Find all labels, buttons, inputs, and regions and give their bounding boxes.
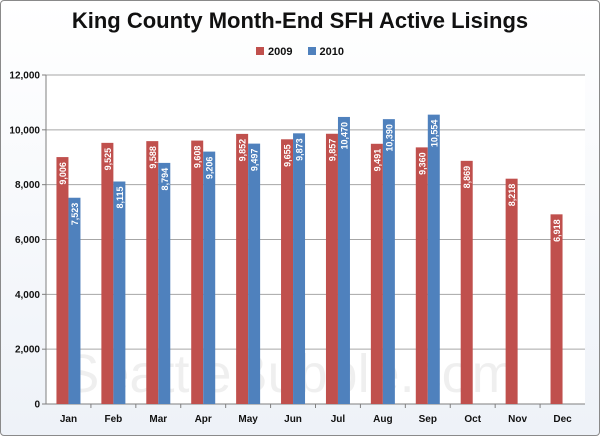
legend-label-2010: 2010 xyxy=(319,46,345,58)
bar-2010-mar xyxy=(158,162,171,404)
data-label-2010-may: 9,497 xyxy=(250,149,260,172)
data-label-2009-nov: 8,218 xyxy=(507,184,517,207)
x-tick-label: Jun xyxy=(284,414,302,425)
data-label-2010-apr: 9,206 xyxy=(205,157,215,180)
bar-2010-apr xyxy=(203,151,216,404)
bar-2009-jul xyxy=(325,133,338,405)
legend-item-2010: 2010 xyxy=(307,46,345,58)
bar-2010-jul xyxy=(337,116,350,404)
bar-2010-jan xyxy=(68,197,81,404)
data-label-2010-sep: 10,554 xyxy=(429,120,439,148)
data-label-2009-dec: 6,918 xyxy=(552,219,562,242)
legend-label-2009: 2009 xyxy=(267,46,293,58)
bar-2009-sep xyxy=(415,147,428,404)
y-tick-label: 10,000 xyxy=(9,125,40,136)
x-tick-label: Oct xyxy=(464,414,481,425)
data-label-2009-sep: 9,360 xyxy=(417,152,427,175)
x-tick-label: Mar xyxy=(149,414,167,425)
data-label-2009-oct: 8,869 xyxy=(462,166,472,189)
data-label-2009-mar: 9,588 xyxy=(148,146,158,169)
x-tick-label: Apr xyxy=(195,414,212,425)
data-label-2010-jan: 7,523 xyxy=(70,203,80,226)
bar-2009-feb xyxy=(101,142,114,404)
y-tick-label: 12,000 xyxy=(9,71,40,82)
x-tick-label: Nov xyxy=(508,414,527,425)
data-label-2009-jun: 9,655 xyxy=(283,144,293,167)
chart-title: King County Month-End SFH Active Lisings xyxy=(71,8,529,33)
bar-2009-nov xyxy=(505,178,518,404)
bar-2009-apr xyxy=(191,140,204,404)
x-tick-label: Jan xyxy=(60,414,77,425)
x-tick-label: Dec xyxy=(553,414,572,425)
bar-2009-dec xyxy=(550,214,563,404)
y-tick-label: 0 xyxy=(34,400,40,411)
data-label-2009-may: 9,852 xyxy=(238,139,248,162)
legend-swatch-2009 xyxy=(255,47,264,55)
x-tick-label: Sep xyxy=(419,414,437,425)
bar-2009-jun xyxy=(281,139,294,404)
y-tick-label: 2,000 xyxy=(15,345,40,356)
x-tick-label: May xyxy=(238,414,258,425)
y-tick-label: 4,000 xyxy=(15,290,40,301)
bar-2010-may xyxy=(248,143,261,405)
bar-2010-jun xyxy=(293,133,306,404)
data-label-2010-mar: 8,794 xyxy=(160,168,170,191)
bar-2010-aug xyxy=(382,119,395,404)
data-label-2010-feb: 8,115 xyxy=(115,187,125,209)
y-tick-label: 8,000 xyxy=(15,180,40,191)
data-label-2010-jun: 9,873 xyxy=(295,138,305,161)
legend: 2009 2010 xyxy=(0,46,600,58)
data-label-2009-jan: 9,006 xyxy=(58,162,68,185)
y-tick-label: 6,000 xyxy=(15,235,40,246)
x-tick-label: Jul xyxy=(331,414,346,425)
bar-2009-aug xyxy=(370,143,383,404)
data-label-2009-apr: 9,608 xyxy=(193,146,203,169)
bar-2009-oct xyxy=(460,160,473,404)
data-label-2009-feb: 9,525 xyxy=(103,148,113,171)
data-label-2009-jul: 9,857 xyxy=(327,139,337,162)
bar-2009-mar xyxy=(146,141,159,404)
data-label-2010-aug: 10,390 xyxy=(384,124,394,152)
legend-item-2009: 2009 xyxy=(255,46,293,58)
bar-2009-jan xyxy=(56,157,69,404)
bar-2010-feb xyxy=(113,181,126,404)
bar-2009-may xyxy=(236,133,249,405)
legend-swatch-2010 xyxy=(307,47,316,55)
data-label-2010-jul: 10,470 xyxy=(339,122,349,150)
data-label-2009-aug: 9,491 xyxy=(372,149,382,172)
x-tick-label: Feb xyxy=(104,414,122,425)
bar-2010-sep xyxy=(427,114,440,404)
x-tick-label: Aug xyxy=(373,414,392,425)
